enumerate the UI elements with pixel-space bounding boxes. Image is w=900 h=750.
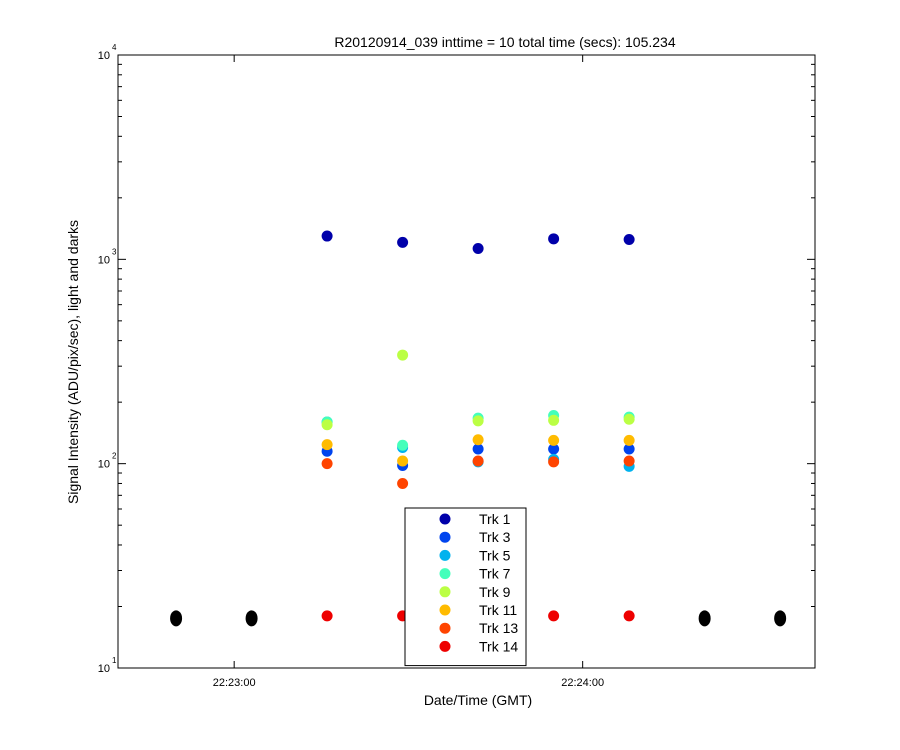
dark-point [170,610,183,627]
legend-label: Trk 14 [479,638,518,654]
y-tick-label: 10 [98,663,110,675]
data-point [321,610,333,622]
data-point [472,455,484,467]
data-point [472,443,484,455]
dark-point [245,610,258,627]
data-point [623,455,635,467]
data-point [548,414,560,426]
dark-point [774,610,787,627]
data-point [623,413,635,425]
data-point [397,455,409,467]
data-point [548,456,560,468]
legend-marker [439,622,451,634]
legend-marker [439,531,451,543]
data-point [548,434,560,446]
data-point [397,349,409,361]
y-tick-exponent: 1 [112,656,117,665]
legend-marker [439,604,451,616]
plot-area [117,54,816,669]
data-points [170,230,787,627]
data-point [321,439,333,451]
legend-marker [439,513,451,525]
x-axis-label: Date/Time (GMT) [424,692,532,708]
plot-frame [117,54,816,669]
legend-label: Trk 7 [479,566,511,582]
data-point [623,234,635,246]
dark-point [698,610,711,627]
data-point [472,242,484,254]
data-point [472,434,484,446]
legend-label: Trk 9 [479,584,511,600]
data-point [472,415,484,427]
legend-box [404,507,527,667]
legend-label: Trk 13 [479,620,518,636]
y-tick-label: 10 [98,50,110,62]
legend-label: Trk 1 [479,511,511,527]
data-point [321,458,333,470]
x-tick-label: 22:24:00 [561,677,604,689]
data-point [321,419,333,431]
y-tick-label: 10 [98,254,110,266]
data-point [548,610,560,622]
data-point [623,443,635,455]
data-point [548,443,560,455]
legend: Trk 1 Trk 3 Trk 5 Trk 7 Trk 9 Trk 11 Trk 13 Trk… [404,507,527,667]
data-point [623,610,635,622]
legend-marker [439,568,451,580]
y-tick-exponent: 2 [112,452,117,461]
data-point [397,439,409,451]
data-point [397,236,409,248]
data-point [321,230,333,242]
y-tick-exponent: 4 [112,43,117,52]
data-point [397,477,409,489]
legend-marker [439,549,451,561]
chart-title: R20120914_039 inttime = 10 total time (s… [334,34,675,50]
legend-label: Trk 3 [479,529,511,545]
data-point [548,233,560,245]
x-tick-label: 22:23:00 [213,677,256,689]
y-tick-exponent: 3 [112,247,117,256]
legend-label: Trk 5 [479,547,511,563]
data-point [623,434,635,446]
legend-label: Trk 11 [479,602,517,618]
y-axis-label: Signal Intensity (ADU/pix/sec), light an… [65,220,81,504]
x-axis: 22:23:00 22:24:00 [213,55,604,689]
y-tick-label: 10 [98,459,110,471]
legend-marker [439,586,451,598]
legend-marker [439,640,451,652]
